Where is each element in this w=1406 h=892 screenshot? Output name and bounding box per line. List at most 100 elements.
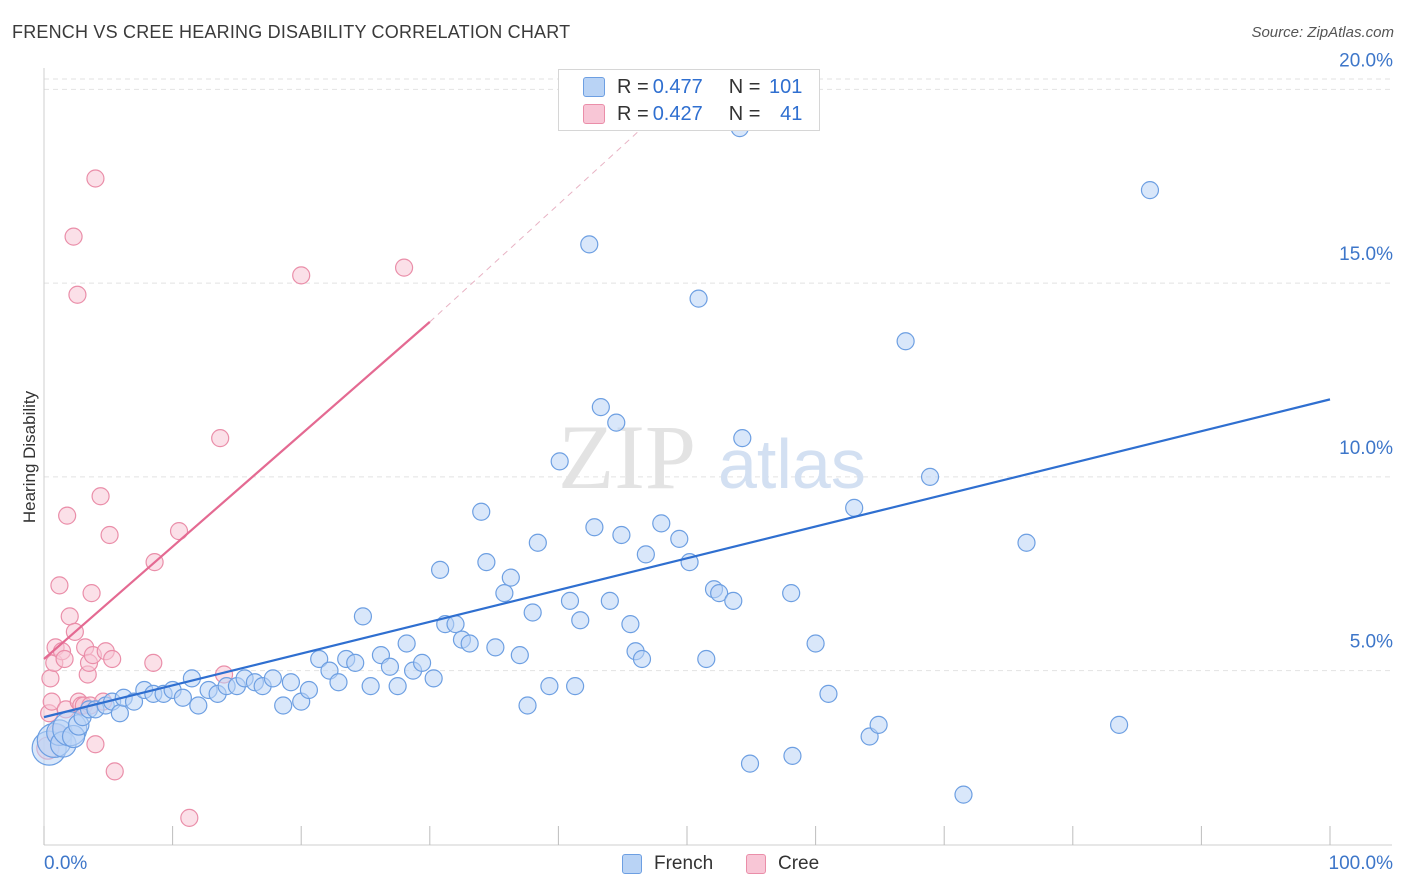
french-point xyxy=(670,529,689,548)
source-label: Source: ZipAtlas.com xyxy=(1251,24,1394,41)
french-point xyxy=(782,584,801,603)
cree-point xyxy=(64,227,83,246)
french-point xyxy=(540,677,559,696)
french-point xyxy=(510,646,529,665)
french-point xyxy=(460,634,479,653)
french-point xyxy=(329,673,348,692)
french-point xyxy=(783,746,802,765)
french-point xyxy=(560,591,580,610)
legend-r-label: R = xyxy=(617,75,649,98)
french-point xyxy=(412,653,432,672)
bottom-legend-label: Cree xyxy=(778,853,820,874)
french-point xyxy=(710,584,729,603)
legend-n-value: 101 xyxy=(769,75,803,98)
bottom-legend-cree: Cree xyxy=(746,852,819,876)
french-point xyxy=(1140,181,1160,200)
french-point xyxy=(397,634,416,653)
french-point xyxy=(689,289,708,308)
y-axis-label: Hearing Disability xyxy=(20,390,39,523)
french-point xyxy=(724,591,743,610)
bottom-legend-label: French xyxy=(654,853,714,874)
french-point xyxy=(819,684,838,703)
french-point xyxy=(346,653,365,672)
french-point xyxy=(869,715,888,734)
french-point xyxy=(845,498,864,517)
french-point xyxy=(472,502,491,521)
correlation-legend: R = 0.477 N = 101 R = 0.427 N = 41 xyxy=(558,69,820,131)
cree-point xyxy=(105,762,124,781)
french-point xyxy=(566,677,585,696)
y-tick-label: 5.0% xyxy=(1350,632,1393,653)
x-tick-label: 100.0% xyxy=(1329,853,1394,874)
french-point xyxy=(263,669,283,688)
cree-point xyxy=(58,506,77,525)
french-point xyxy=(495,584,514,603)
legend-r-label: R = xyxy=(617,102,649,125)
french-point xyxy=(580,235,599,254)
cree-point xyxy=(91,487,110,506)
watermark-zip: ZIP xyxy=(558,406,696,508)
x-tick-label: 0.0% xyxy=(44,853,87,874)
french-point xyxy=(621,615,640,634)
legend-row-french: R = 0.477 N = 101 xyxy=(583,75,802,99)
french-point xyxy=(124,692,144,711)
cree-point xyxy=(100,525,119,545)
french-point xyxy=(1017,533,1036,552)
french-point xyxy=(571,611,590,630)
cree-trendline-extension xyxy=(429,127,643,323)
french-point xyxy=(697,649,716,669)
bottom-legend-french: French xyxy=(622,852,713,876)
french-point xyxy=(896,332,915,351)
french-point xyxy=(528,533,547,552)
french-point xyxy=(632,649,652,669)
french-point xyxy=(600,591,619,610)
legend-row-cree: R = 0.427 N = 41 xyxy=(583,102,802,126)
french-point xyxy=(430,560,450,579)
french-point xyxy=(523,603,542,622)
french-point xyxy=(486,638,505,657)
french-point xyxy=(173,688,192,707)
french-point xyxy=(591,398,610,417)
french-point xyxy=(607,413,626,432)
french-point xyxy=(733,429,752,448)
cree-point xyxy=(68,285,87,304)
legend-swatch-french xyxy=(583,77,605,97)
cree-point xyxy=(86,735,105,754)
french-point xyxy=(361,677,380,696)
french-point xyxy=(299,680,319,700)
chart-title: FRENCH VS CREE HEARING DISABILITY CORREL… xyxy=(12,22,571,42)
legend-n-label: N = xyxy=(728,102,761,125)
cree-trendline xyxy=(43,321,431,660)
french-point xyxy=(806,634,825,653)
french-point xyxy=(281,673,301,692)
french-point xyxy=(353,607,373,626)
bottom-swatch-french xyxy=(622,854,642,874)
cree-point xyxy=(42,692,61,711)
y-tick-label: 20.0% xyxy=(1339,50,1393,71)
french-point xyxy=(388,677,407,696)
french-trendline xyxy=(43,398,1331,719)
french-point xyxy=(477,553,496,572)
cree-point xyxy=(50,576,69,595)
legend-r-value: 0.477 xyxy=(652,75,703,98)
bottom-swatch-cree xyxy=(746,854,766,874)
french-point xyxy=(652,514,671,533)
french-point xyxy=(189,696,208,715)
french-point xyxy=(274,696,293,715)
legend-n-label: N = xyxy=(728,75,761,98)
cree-point xyxy=(103,649,122,669)
cree-point xyxy=(394,258,414,277)
legend-n-value: 41 xyxy=(780,102,803,125)
cree-point xyxy=(211,429,230,448)
cree-point xyxy=(292,266,311,285)
cree-point xyxy=(41,669,60,688)
french-point xyxy=(740,754,760,773)
french-point xyxy=(550,452,569,471)
legend-r-value: 0.427 xyxy=(652,102,703,125)
french-point xyxy=(612,525,631,545)
watermark: ZIP atlas xyxy=(558,406,866,508)
french-point xyxy=(920,467,940,486)
french-point xyxy=(110,704,129,723)
french-point xyxy=(518,696,537,715)
cree-point xyxy=(82,584,101,603)
